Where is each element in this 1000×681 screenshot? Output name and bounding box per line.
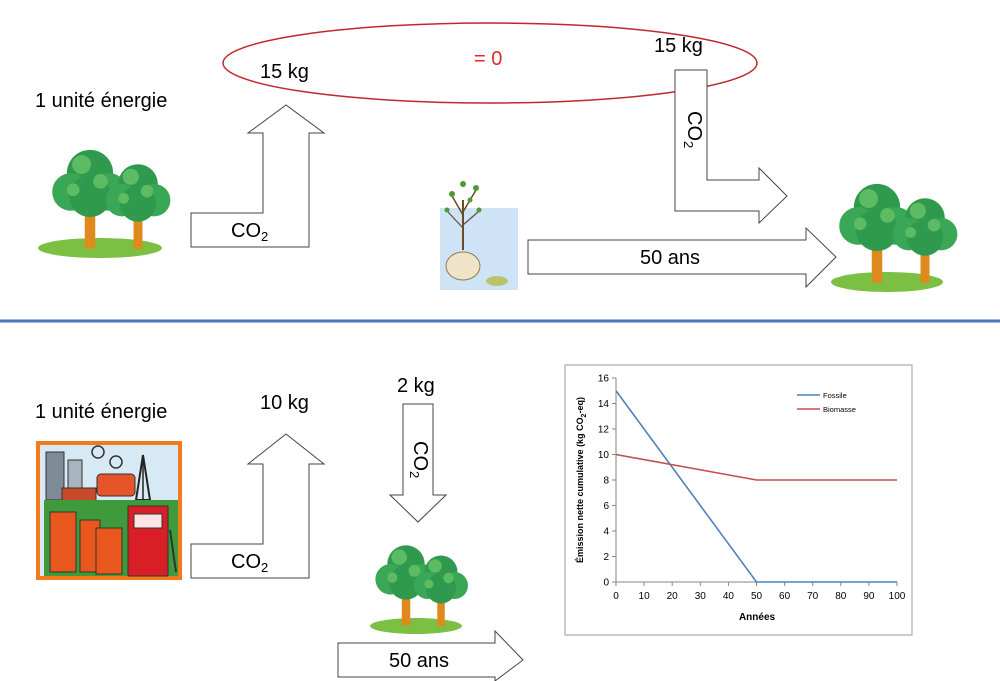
chart-x-tick-label: 60 — [779, 591, 791, 602]
chart-x-tick-label: 70 — [807, 591, 819, 602]
chart-x-tick-label: 0 — [613, 591, 619, 602]
emission-chart: 0 2 4 6 8 10 12 14 16 0 10 20 30 40 50 60 70 80 90 100 Foss… — [564, 364, 913, 636]
chart-x-tick-label: 40 — [723, 591, 735, 602]
chart-y-tick-label: 8 — [603, 476, 609, 487]
chart-series-2 — [615, 453, 897, 481]
co2-absorption-arrow-bottom — [388, 403, 448, 523]
co2-emission-arrow-bottom — [190, 433, 326, 579]
chart-x-tick-label: 80 — [835, 591, 847, 602]
chart-x-tick-label: 50 — [751, 591, 763, 602]
chart-x-tick-label: 90 — [863, 591, 875, 602]
co2-label-bottom-up: CO2 — [231, 551, 269, 575]
chart-y-tick-label: 0 — [603, 578, 609, 589]
chart-x-tick-label: 10 — [639, 591, 651, 602]
chart-x-tick-label: 20 — [667, 591, 679, 602]
chart-x-tick-label: 30 — [695, 591, 707, 602]
energy-unit-label-top: 1 unité énergie — [35, 90, 168, 112]
fossil-mass-label: 10 kg — [260, 392, 309, 414]
co2-emission-arrow — [190, 104, 326, 248]
mass-label-left: 15 kg — [260, 61, 309, 83]
co2-label-bottom-down: CO2 — [407, 441, 431, 479]
energy-unit-label-bottom: 1 unité énergie — [35, 401, 168, 423]
legend-label: Biomasse — [823, 405, 856, 414]
duration-label-top: 50 ans — [640, 247, 701, 269]
refinery-icon — [36, 441, 182, 580]
chart-y-axis-label: Émission nette cumulative (kg CO2-eq) — [575, 397, 588, 563]
co2-absorption-arrow — [674, 69, 788, 225]
chart-y-tick-label: 2 — [603, 552, 609, 563]
chart-x-tick-label: 100 — [889, 591, 906, 602]
chart-y-tick-label: 12 — [598, 425, 610, 436]
mass-label-right: 15 kg — [654, 35, 703, 57]
chart-y-tick-label: 10 — [598, 450, 610, 461]
legend-label: Fossile — [823, 391, 847, 400]
chart-y-tick-label: 4 — [603, 527, 609, 538]
time-arrow-top — [527, 226, 837, 289]
chart-series-1 — [615, 390, 897, 583]
co2-label-top-down: CO2 — [681, 111, 705, 149]
duration-label-bottom: 50 ans — [389, 650, 450, 672]
co2-label-top-up: CO2 — [231, 220, 269, 244]
chart-y-tick-label: 14 — [598, 399, 610, 410]
equals-zero-label: = 0 — [474, 48, 503, 70]
tree-pair-icon — [831, 183, 958, 292]
tree-pair-icon — [38, 149, 171, 258]
sapling-icon — [440, 181, 518, 290]
chart-y-tick-label: 16 — [598, 374, 610, 385]
time-arrow-bottom — [337, 629, 524, 681]
tree-pair-icon — [370, 545, 468, 634]
chart-y-tick-label: 6 — [603, 501, 609, 512]
biomass-mass-label: 2 kg — [397, 375, 435, 397]
chart-x-axis-label: Années — [739, 612, 776, 623]
balance-ellipse — [222, 22, 758, 104]
